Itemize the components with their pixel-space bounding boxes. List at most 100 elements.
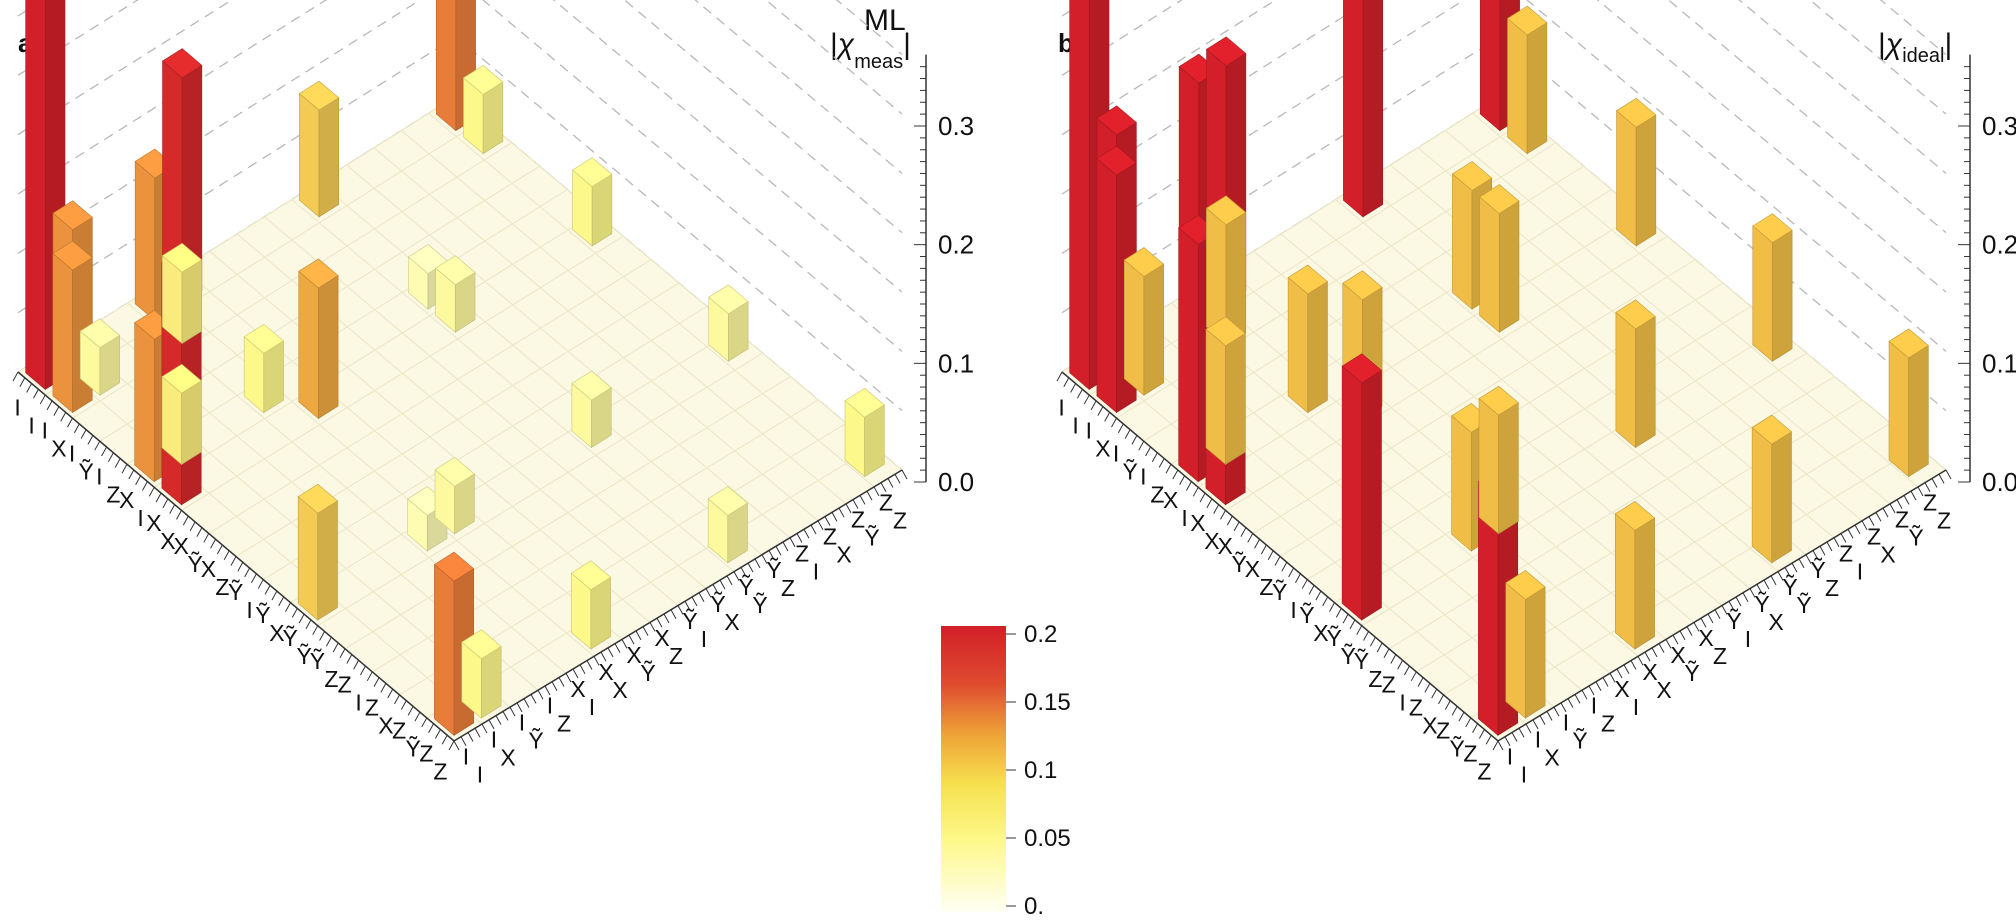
edge-tick [481,723,488,734]
svg-text:Ỹ: Ỹ [528,728,543,754]
row-category-label: ZZ [419,740,447,784]
svg-text:|χideal|: |χideal| [1878,28,1952,67]
svg-text:I: I [1058,395,1064,421]
svg-text:X: X [1190,510,1205,536]
edge-tick [162,498,169,509]
svg-text:I: I [246,597,252,623]
floor-grid [1444,130,1891,505]
edge-tick [810,524,817,535]
svg-text:Z: Z [1601,711,1615,737]
panel-a-z-axis: 0.0 0.1 0.2 0.3 [914,54,974,497]
edge-tick [1056,371,1063,382]
edge-tick [1756,584,1763,594]
edge-tick [1444,700,1451,710]
edge-tick [142,481,148,491]
row-category-label: IỸ [69,441,94,485]
z-tick-label: 0.0 [938,467,974,497]
col-category-label: XI [570,676,595,720]
edge-tick [394,694,400,705]
svg-text:Z: Z [365,694,379,720]
row-category-label: XI [1163,487,1188,531]
svg-text:Z: Z [1436,717,1450,743]
svg-text:Ỹ: Ỹ [1754,591,1769,617]
gridline [1061,0,1277,136]
edge-tick [831,512,838,522]
z-tick-label: 0.3 [1982,111,2016,141]
edge-tick [1714,609,1721,619]
edge-tick [1875,512,1882,522]
floor-grid [290,329,736,604]
edge-tick [1777,571,1784,581]
edge-tick [251,573,257,584]
svg-text:X: X [1245,556,1260,582]
gridline [623,0,903,234]
edge-tick [428,723,434,733]
z-tick-label: 0.1 [1982,348,2016,378]
edge-tick [1349,619,1356,630]
edge-tick [1889,503,1896,514]
edge-tick [1077,389,1083,399]
panel-b-title-subscript: ideal [1902,45,1944,67]
edge-tick [210,538,216,549]
edge-tick [1410,671,1417,682]
svg-text:Z: Z [1923,489,1937,515]
colorbar-tick-label: 0.2 [1024,621,1057,648]
edge-tick [1424,683,1431,693]
bar [435,255,476,333]
svg-text:I: I [477,762,483,788]
row-category-label: ỸI [1272,579,1297,623]
bar [1615,299,1656,449]
edge-tick [121,464,128,474]
row-category-label: ỸI [228,579,253,623]
edge-tick [291,608,298,618]
edge-tick [1707,613,1714,624]
edge-tick [1158,458,1165,468]
edge-tick [73,423,80,434]
svg-text:X: X [1768,609,1783,635]
svg-text:X: X [836,541,851,567]
edge-tick [516,702,523,713]
floor-grid [1388,376,1835,650]
edge-tick [1206,498,1213,509]
edge-tick [852,499,859,509]
edge-tick [1308,585,1315,595]
bar [1205,316,1246,466]
edge-tick [726,575,733,586]
edge-tick [621,639,628,649]
gridline [1738,0,1947,174]
col-category-label: ỸX [710,591,739,635]
gridline [482,0,903,352]
edge-tick [325,636,332,647]
panel-a-title-superscript: ML [864,4,906,37]
svg-text:I: I [137,505,143,531]
svg-text:I: I [1113,441,1119,467]
svg-text:I: I [1521,762,1527,788]
svg-text:I: I [1072,413,1078,439]
edge-tick [1226,515,1233,526]
svg-text:X: X [626,642,641,668]
row-category-label: ZỸ [1436,717,1465,761]
gridline [1596,0,1947,293]
edge-tick [1117,423,1124,434]
floor-grid [1361,352,1807,627]
edge-tick [712,584,719,594]
svg-text:Z: Z [893,507,907,533]
edge-tick [768,550,775,560]
floor-grid [1499,95,1947,471]
svg-text:Ỹ: Ỹ [405,735,420,761]
edge-tick [1854,524,1861,535]
panel-a-bars [25,0,885,737]
edge-tick [1924,482,1931,492]
svg-text:Ỹ: Ỹ [310,648,325,674]
edge-tick [1322,596,1329,607]
edge-tick [319,631,325,641]
edge-tick [1172,469,1179,480]
svg-text:I: I [1181,505,1187,531]
edge-tick [1342,613,1349,624]
bar [461,629,502,719]
col-category-label: ZX [1867,523,1896,567]
edge-tick [155,492,162,503]
edge-tick [1390,654,1397,664]
edge-tick [1124,429,1131,439]
floor-grid [317,352,763,627]
